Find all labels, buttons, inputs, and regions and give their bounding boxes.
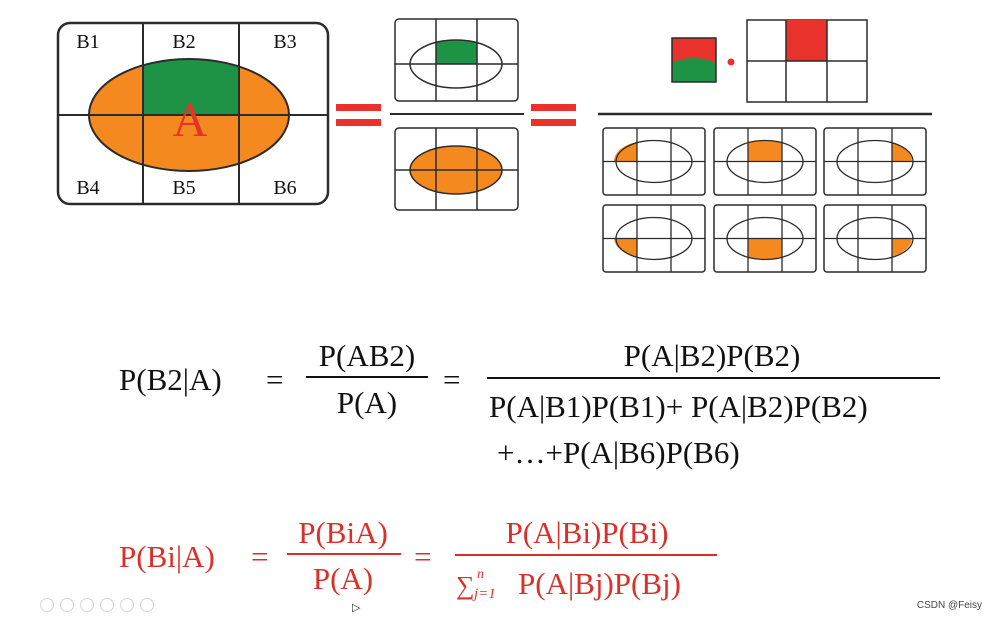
cell-label-b3: B3 bbox=[273, 31, 296, 53]
f2-den-rest: P(A|Bj)P(Bj) bbox=[518, 566, 681, 601]
video-player-controls[interactable] bbox=[40, 598, 154, 612]
watermark: CSDN @Feisy bbox=[916, 600, 982, 611]
right-fraction bbox=[598, 19, 932, 273]
region-ab2 bbox=[143, 59, 239, 115]
event-a-label: A bbox=[173, 94, 208, 147]
f2-lhs: P(Bi|A) bbox=[119, 539, 215, 574]
mouse-cursor-icon: ▷ bbox=[352, 601, 361, 614]
f2-eq1: = bbox=[251, 539, 268, 574]
f1-frac-den: P(A) bbox=[337, 385, 397, 420]
f1-lhs: P(B2|A) bbox=[119, 362, 222, 397]
partition-tile-b6 bbox=[823, 204, 927, 273]
cell-label-b2: B2 bbox=[172, 31, 195, 53]
sample-space-frame bbox=[56, 21, 330, 206]
partition-diagram: B1 B2 B3 B4 B5 B6 A bbox=[56, 21, 330, 206]
f2-eq2: = bbox=[414, 539, 431, 574]
f1-den-line2: +…+P(A|B6)P(B6) bbox=[497, 435, 740, 470]
red-equals-2 bbox=[531, 104, 576, 126]
prior-b2-grid bbox=[746, 19, 868, 103]
partition-tile-b4 bbox=[602, 204, 706, 273]
partition-tile-b2 bbox=[713, 127, 817, 196]
cell-label-b4: B4 bbox=[76, 177, 99, 199]
f1-den-line1: P(A|B1)P(B1)+ P(A|B2)P(B2) bbox=[489, 389, 868, 424]
cell-label-b1: B1 bbox=[76, 31, 99, 53]
likelihood-square bbox=[671, 37, 717, 83]
f1-frac-num: P(AB2) bbox=[319, 338, 415, 373]
f1-eq2: = bbox=[443, 362, 460, 397]
f2-sum-sup: n bbox=[477, 567, 484, 582]
cell-label-b5: B5 bbox=[172, 177, 195, 199]
f1-num: P(A|B2)P(B2) bbox=[624, 338, 801, 373]
formula-1: P(B2|A) = P(AB2) P(A) = P(A|B2)P(B2) P(A… bbox=[119, 338, 940, 470]
partition-tile-b5 bbox=[713, 204, 817, 273]
multiply-dot bbox=[727, 58, 735, 66]
middle-fraction bbox=[390, 18, 524, 211]
partition-tile-b1 bbox=[602, 127, 706, 196]
red-equals-1 bbox=[336, 104, 381, 126]
f2-sum-symbol: ∑ bbox=[456, 571, 475, 600]
formula-2: P(Bi|A) = P(BiA) P(A) = P(A|Bi)P(Bi) ∑ n… bbox=[119, 515, 717, 602]
f2-frac-den: P(A) bbox=[313, 561, 373, 596]
copy-icon[interactable] bbox=[100, 598, 114, 612]
partition-tile-b3 bbox=[823, 127, 927, 196]
zoom-icon[interactable] bbox=[120, 598, 134, 612]
denominator-grid bbox=[394, 127, 519, 211]
control-icon[interactable] bbox=[40, 598, 54, 612]
f2-sum-sub: j=1 bbox=[472, 586, 496, 602]
play-icon[interactable] bbox=[60, 598, 74, 612]
pen-icon[interactable] bbox=[80, 598, 94, 612]
f1-eq1: = bbox=[266, 362, 283, 397]
cell-label-b6: B6 bbox=[273, 177, 296, 199]
more-icon[interactable] bbox=[140, 598, 154, 612]
f2-frac-num: P(BiA) bbox=[298, 515, 388, 550]
numerator-grid bbox=[394, 18, 519, 102]
f2-num: P(A|Bi)P(Bi) bbox=[506, 515, 669, 550]
